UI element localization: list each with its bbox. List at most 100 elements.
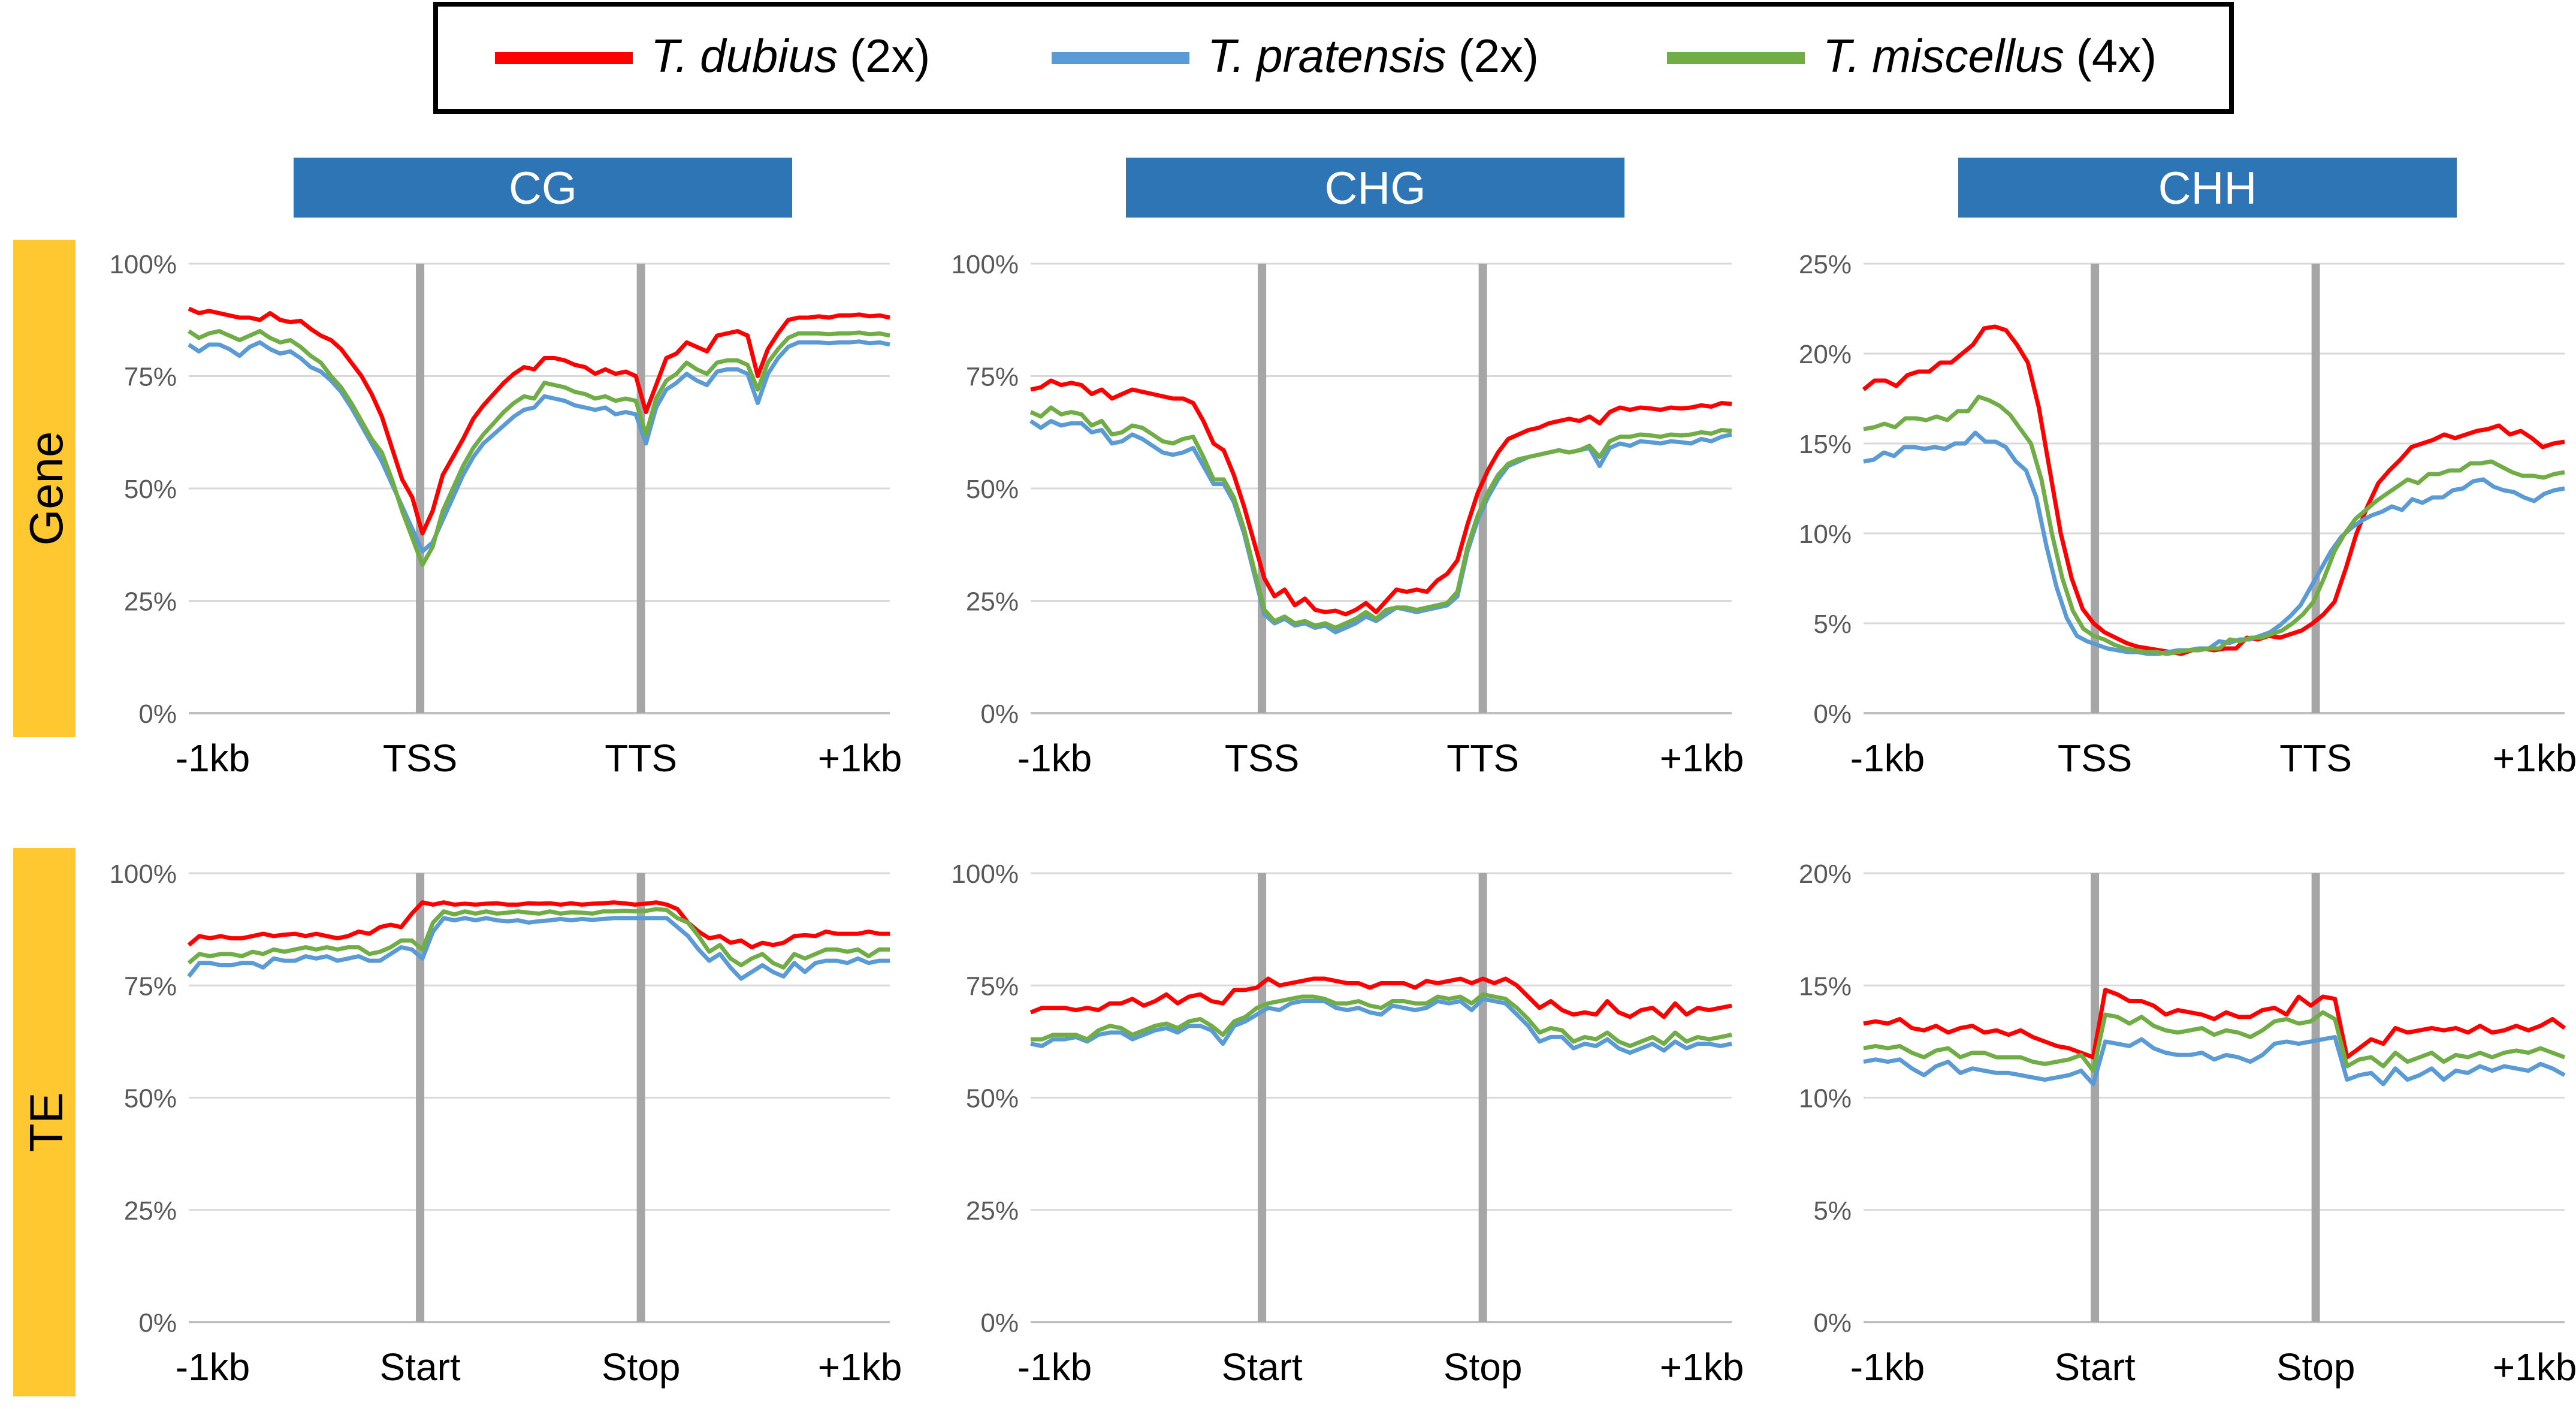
legend-genus: T. — [1207, 29, 1245, 82]
panel-gene-chh: 0% 5% 10% 15% 20% 25% -1kb TSS TTS +1kb — [1799, 250, 2576, 780]
legend-item-1: T. dubius (2x) — [495, 29, 930, 82]
column-header-label: CG — [509, 163, 577, 214]
column-header-chh: CHH — [1958, 158, 2457, 218]
legend-species: miscellus — [1872, 29, 2064, 82]
row-label-text: TE — [20, 1093, 73, 1152]
series-line-2 — [1029, 419, 1732, 635]
y-tick-label: 15% — [1799, 971, 1852, 1001]
row-label-te: TE — [13, 848, 76, 1396]
series-line-2 — [1863, 1034, 2566, 1087]
y-tick-label: 10% — [1799, 520, 1852, 549]
legend-ploidy: (2x) — [850, 29, 930, 82]
series-line-3 — [187, 907, 890, 970]
x-tick-label: +1kb — [818, 1345, 902, 1389]
legend-label: T. miscellus (4x) — [1823, 29, 2157, 82]
x-tick-label: TTS — [605, 737, 677, 780]
x-tick-label: +1kb — [1660, 1345, 1744, 1389]
y-tick-label: 100% — [109, 250, 177, 279]
y-tick-label: 50% — [966, 475, 1019, 504]
x-tick-label: -1kb — [1017, 1345, 1092, 1389]
y-tick-label: 25% — [124, 587, 177, 617]
x-tick-label: TTS — [1446, 737, 1519, 780]
legend-ploidy: (2x) — [1458, 29, 1539, 82]
x-tick-label: Stop — [602, 1345, 681, 1389]
y-tick-label: 25% — [966, 1196, 1019, 1226]
y-tick-label: 75% — [124, 363, 177, 392]
series-line-3 — [1031, 992, 1732, 1048]
x-tick-label: Start — [380, 1345, 461, 1389]
panel-te-cg: 0% 25% 50% 75% 100% -1kb Start Stop +1kb — [109, 859, 902, 1389]
series-line-1 — [1029, 976, 1732, 1019]
y-tick-label: 0% — [980, 699, 1019, 729]
panel-te-chh: 0% 5% 10% 15% 20% -1kb Start Stop +1kb — [1799, 859, 2576, 1389]
legend-genus: T. — [1823, 29, 1860, 82]
y-tick-label: 100% — [109, 859, 177, 889]
y-tick-label: 100% — [951, 859, 1019, 889]
column-header-bg — [294, 158, 792, 218]
y-tick-label: 25% — [1799, 250, 1852, 279]
y-tick-label: 50% — [124, 475, 177, 504]
row-label-text: Gene — [20, 432, 73, 546]
x-tick-label: +1kb — [818, 737, 902, 780]
y-tick-label: 75% — [966, 363, 1019, 392]
x-tick-label: -1kb — [176, 1345, 250, 1389]
x-tick-label: +1kb — [2493, 737, 2576, 780]
x-tick-label: Start — [1222, 1345, 1303, 1389]
row-label-bg — [13, 240, 76, 737]
series-line-1 — [1863, 988, 2566, 1060]
x-tick-label: TSS — [383, 737, 457, 780]
y-tick-label: 75% — [966, 971, 1019, 1001]
y-tick-label: 75% — [124, 971, 177, 1001]
x-tick-label: -1kb — [1850, 737, 1925, 780]
y-tick-label: 20% — [1799, 340, 1852, 369]
series-line-2 — [1030, 997, 1732, 1055]
series-line-2 — [187, 916, 890, 981]
series-line-3 — [1029, 405, 1732, 630]
series-line-2 — [188, 339, 890, 554]
x-tick-label: TSS — [2058, 737, 2132, 780]
row-label-gene: Gene — [13, 240, 76, 737]
legend-ploidy: (4x) — [2076, 29, 2157, 82]
series-line-1 — [187, 900, 890, 950]
column-header-bg — [1126, 158, 1624, 218]
series-line-3 — [188, 329, 890, 567]
legend-label: T. dubius (2x) — [651, 29, 930, 82]
legend: T. dubius (2x) T. pratensis (2x) T. miscellus (4… — [433, 2, 2234, 114]
y-tick-label: 0% — [1813, 1308, 1852, 1338]
series-line-1 — [188, 306, 890, 536]
y-tick-label: 0% — [138, 1308, 177, 1338]
x-tick-label: Stop — [1443, 1345, 1523, 1389]
legend-item-2: T. pratensis (2x) — [1052, 29, 1539, 82]
legend-species: pratensis — [1255, 29, 1446, 82]
y-tick-label: 0% — [1813, 699, 1852, 729]
legend-species: dubius — [700, 29, 838, 82]
x-tick-label: +1kb — [1660, 737, 1744, 780]
x-tick-label: -1kb — [176, 737, 250, 780]
x-tick-label: Start — [2055, 1345, 2136, 1389]
y-tick-label: 5% — [1813, 610, 1852, 639]
series-line-1 — [1030, 378, 1732, 617]
y-tick-label: 100% — [951, 250, 1019, 279]
row-label-bg — [13, 848, 76, 1396]
panel-gene-chg: 0% 25% 50% 75% 100% -1kb TSS TTS +1kb — [951, 250, 1744, 780]
y-tick-label: 0% — [980, 1308, 1019, 1338]
column-header-label: CHH — [2158, 163, 2257, 214]
y-tick-label: 25% — [124, 1196, 177, 1226]
y-tick-label: 0% — [138, 699, 177, 729]
series-line-2 — [1863, 430, 2565, 656]
legend-box — [433, 2, 2234, 114]
column-header-chg: CHG — [1126, 158, 1624, 218]
y-tick-label: 20% — [1799, 859, 1852, 889]
x-tick-label: +1kb — [2493, 1345, 2576, 1389]
y-tick-label: 25% — [966, 587, 1019, 617]
x-tick-label: TTS — [2279, 737, 2352, 780]
column-header-label: CHG — [1325, 163, 1426, 214]
x-tick-label: -1kb — [1017, 737, 1092, 780]
legend-genus: T. — [651, 29, 688, 82]
y-tick-label: 50% — [966, 1084, 1019, 1114]
panel-gene-cg: 0% 25% 50% 75% 100% -1kb TSS TTS +1kb — [109, 250, 902, 780]
x-tick-label: -1kb — [1850, 1345, 1925, 1389]
y-tick-label: 10% — [1799, 1084, 1852, 1114]
